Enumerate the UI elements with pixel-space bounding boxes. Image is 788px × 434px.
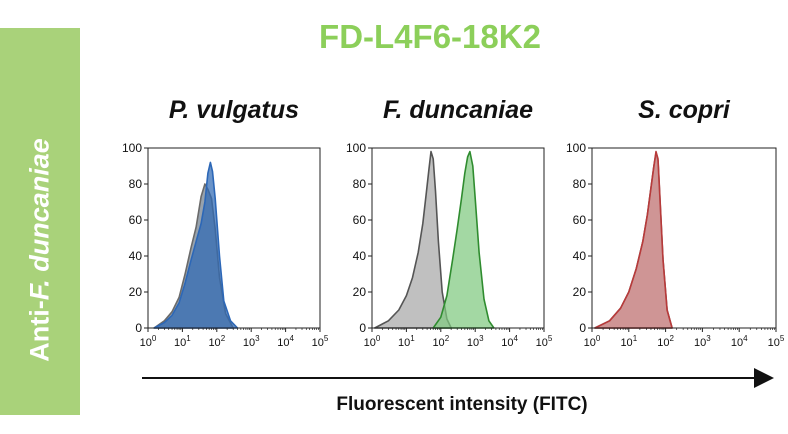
x-tick-label: 103 — [694, 334, 711, 349]
y-tick-label: 20 — [353, 285, 367, 299]
y-tick-label: 40 — [353, 249, 367, 263]
x-tick-label: 103 — [467, 334, 484, 349]
plot-frame — [147, 147, 321, 329]
y-tick-label: 100 — [346, 141, 366, 155]
x-tick-label: 101 — [398, 334, 415, 349]
figure-title: FD-L4F6-18K2 — [319, 18, 541, 55]
panel-title: S. copri — [638, 96, 731, 124]
x-tick-label: 105 — [768, 334, 785, 349]
y-tick-label: 40 — [573, 249, 587, 263]
y-tick-label: 0 — [579, 321, 586, 335]
y-tick-label: 100 — [122, 141, 142, 155]
y-tick-label: 60 — [353, 213, 367, 227]
x-tick-label: 100 — [140, 334, 157, 349]
sample-histogram — [432, 150, 495, 329]
y-tick-label: 60 — [573, 213, 587, 227]
y-tick-label: 80 — [129, 177, 143, 191]
y-tick-label: 60 — [129, 213, 143, 227]
histogram-panel-1: P. vulgatus 0 20 40 60 80 100 100 101 102 103 104 10… — [122, 96, 329, 349]
panel-title: P. vulgatus — [169, 96, 299, 124]
sample-histogram — [594, 150, 673, 329]
sidebar-band: Anti-F. duncaniae — [0, 28, 80, 415]
sample-histogram — [153, 161, 239, 329]
x-tick-label: 101 — [620, 334, 637, 349]
x-tick-label: 104 — [731, 334, 748, 349]
y-tick-label: 0 — [135, 321, 142, 335]
y-tick-label: 0 — [359, 321, 366, 335]
x-tick-label: 104 — [277, 334, 294, 349]
y-tick-label: 20 — [573, 285, 587, 299]
x-tick-label: 100 — [584, 334, 601, 349]
y-tick-label: 20 — [129, 285, 143, 299]
x-tick-label: 103 — [243, 334, 260, 349]
plot-frame — [371, 147, 545, 329]
x-tick-label: 101 — [174, 334, 191, 349]
x-tick-label: 102 — [432, 334, 449, 349]
control-histogram — [373, 150, 452, 329]
panel-title: F. duncaniae — [383, 96, 533, 124]
y-tick-label: 80 — [353, 177, 367, 191]
x-tick-label: 104 — [501, 334, 518, 349]
histogram-panel-2: F. duncaniae 0 20 40 60 80 100 100 101 102 103 104 1… — [346, 96, 553, 349]
x-tick-label: 102 — [208, 334, 225, 349]
x-axis-label: Fluorescent intensity (FITC) — [336, 394, 588, 415]
histogram-panel-3: S. copri 0 20 40 60 80 100 100 101 102 103 104 105 — [566, 96, 785, 349]
x-tick-label: 105 — [312, 334, 329, 349]
x-tick-label: 105 — [536, 334, 553, 349]
y-tick-label: 100 — [566, 141, 586, 155]
x-tick-label: 100 — [364, 334, 381, 349]
y-tick-label: 80 — [573, 177, 587, 191]
x-tick-label: 102 — [657, 334, 674, 349]
plot-frame — [591, 147, 777, 329]
y-tick-label: 40 — [129, 249, 143, 263]
